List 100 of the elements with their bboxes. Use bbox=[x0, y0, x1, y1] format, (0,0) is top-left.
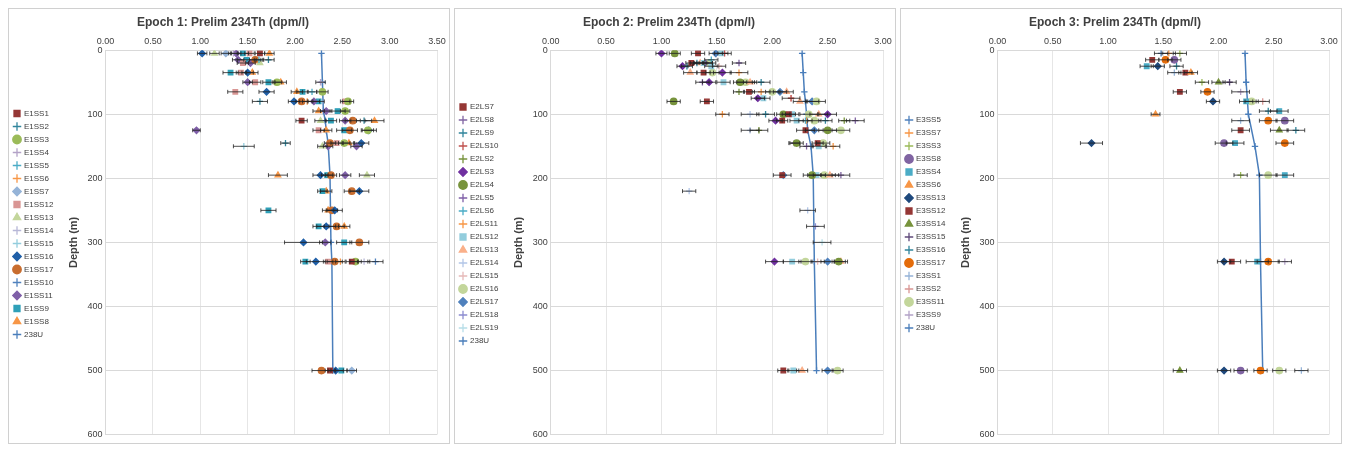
legend-label: E2LS11 bbox=[470, 219, 499, 229]
x-tick-label: 0.50 bbox=[1044, 36, 1062, 47]
legend-label: E1SS11 bbox=[24, 290, 54, 300]
x-tick-label: 2.00 bbox=[1209, 36, 1228, 47]
y-tick-label: 0 bbox=[97, 44, 103, 55]
legend-label: E1SS17 bbox=[24, 264, 54, 274]
legend-label: E1SS13 bbox=[24, 212, 54, 222]
x-tick-label: 2.00 bbox=[763, 36, 781, 47]
y-axis-title: Depth (m) bbox=[958, 216, 971, 269]
legend-label: E1SS4 bbox=[24, 147, 50, 157]
legend-label: E3SS8 bbox=[916, 154, 942, 164]
x-tick-label: 3.00 bbox=[874, 36, 892, 47]
x-tick-label: 3.50 bbox=[428, 36, 446, 47]
x-tick-label: 0.00 bbox=[96, 36, 115, 47]
legend-label: E3SS15 bbox=[916, 232, 946, 242]
y-tick-label: 0 bbox=[542, 44, 548, 55]
legend-label: E2LS8 bbox=[470, 115, 495, 125]
x-tick-label: 0.50 bbox=[597, 36, 615, 47]
legend-label: E2LS5 bbox=[470, 193, 495, 203]
legend-label: E1SS8 bbox=[24, 316, 50, 326]
y-axis-title: Depth (m) bbox=[66, 216, 79, 269]
legend-label: E2LS13 bbox=[470, 245, 500, 255]
legend-label: E2LS10 bbox=[470, 141, 500, 151]
legend-label: E2LS18 bbox=[470, 310, 500, 320]
y-tick-label: 0 bbox=[989, 44, 995, 55]
legend-label: E1SS9 bbox=[24, 303, 50, 313]
y-tick-label: 200 bbox=[87, 172, 103, 183]
x-tick-label: 2.50 bbox=[1265, 36, 1283, 47]
y-tick-label: 500 bbox=[979, 365, 995, 376]
chart-title: Epoch 3: Prelim 234Th (dpm/l) bbox=[1028, 14, 1202, 29]
legend-label: E3SS11 bbox=[916, 297, 946, 307]
y-tick-label: 200 bbox=[532, 172, 548, 183]
legend-label: E1SS15 bbox=[24, 238, 54, 248]
y-tick-label: 100 bbox=[87, 108, 103, 119]
legend-label: E1SS2 bbox=[24, 121, 50, 131]
x-tick-label: 1.00 bbox=[652, 36, 671, 47]
legend-label: E2LS7 bbox=[470, 102, 495, 112]
y-tick-label: 600 bbox=[532, 429, 548, 440]
legend-label: E1SS6 bbox=[24, 173, 50, 183]
legend-label: E3SS16 bbox=[916, 245, 946, 255]
legend-label: E3SS12 bbox=[916, 206, 946, 216]
legend-label: E2LS16 bbox=[470, 284, 500, 294]
y-tick-label: 300 bbox=[87, 236, 103, 247]
legend-label: 238U bbox=[916, 323, 936, 333]
chart-title: Epoch 1: Prelim 234Th (dpm/l) bbox=[136, 14, 310, 29]
legend-label: E3SS2 bbox=[916, 284, 942, 294]
y-tick-label: 400 bbox=[532, 300, 548, 311]
y-tick-label: 100 bbox=[979, 108, 995, 119]
legend-label: E2LS17 bbox=[470, 297, 500, 307]
y-axis-title: Depth (m) bbox=[512, 216, 525, 269]
legend-label: E1SS14 bbox=[24, 225, 54, 235]
chart-title: Epoch 2: Prelim 234Th (dpm/l) bbox=[582, 14, 756, 29]
x-tick-label: 0.00 bbox=[988, 36, 1007, 47]
x-tick-label: 1.50 bbox=[1154, 36, 1173, 47]
y-tick-label: 500 bbox=[532, 365, 548, 376]
y-tick-label: 200 bbox=[979, 172, 995, 183]
x-tick-label: 0.00 bbox=[541, 36, 560, 47]
x-tick-label: 2.00 bbox=[286, 36, 304, 47]
x-tick-label: 2.50 bbox=[818, 36, 837, 47]
y-tick-label: 400 bbox=[979, 300, 995, 311]
legend-label: E3SS17 bbox=[916, 258, 946, 268]
legend-label: E2LS2 bbox=[470, 154, 495, 164]
y-tick-label: 600 bbox=[87, 429, 103, 440]
y-tick-label: 100 bbox=[532, 108, 548, 119]
legend-label: E2LS19 bbox=[470, 323, 500, 333]
x-tick-label: 1.50 bbox=[708, 36, 726, 47]
y-tick-label: 600 bbox=[979, 429, 995, 440]
legend-label: E1SS12 bbox=[24, 199, 54, 209]
legend-label: E3SS6 bbox=[916, 180, 942, 190]
legend-label: E1SS5 bbox=[24, 160, 50, 170]
x-tick-label: 3.00 bbox=[380, 36, 399, 47]
legend-label: E1SS1 bbox=[24, 108, 50, 118]
legend-label: E2LS15 bbox=[470, 271, 500, 281]
legend-label: E3SS7 bbox=[916, 128, 942, 138]
legend-label: 238U bbox=[470, 336, 490, 346]
x-tick-label: 1.00 bbox=[191, 36, 210, 47]
legend-label: E1SS16 bbox=[24, 251, 54, 261]
legend-label: E2LS9 bbox=[470, 128, 495, 138]
legend-label: 238U bbox=[24, 329, 44, 339]
legend-label: E2LS6 bbox=[470, 206, 495, 216]
x-tick-label: 2.50 bbox=[333, 36, 352, 47]
legend-label: E2LS4 bbox=[470, 180, 495, 190]
legend-label: E3SS1 bbox=[916, 271, 942, 281]
legend-label: E1SS7 bbox=[24, 186, 50, 196]
x-tick-label: 1.50 bbox=[238, 36, 257, 47]
legend-label: E2LS14 bbox=[470, 258, 500, 268]
legend-label: E3SS3 bbox=[916, 141, 942, 151]
x-tick-label: 1.00 bbox=[1099, 36, 1117, 47]
legend-label: E3SS4 bbox=[916, 167, 942, 177]
legend-label: E3SS5 bbox=[916, 115, 942, 125]
y-tick-label: 400 bbox=[87, 300, 103, 311]
legend-label: E3SS9 bbox=[916, 310, 942, 320]
legend-label: E2LS12 bbox=[470, 232, 500, 242]
x-tick-label: 0.50 bbox=[144, 36, 162, 47]
legend-label: E3SS13 bbox=[916, 193, 946, 203]
legend-label: E2LS3 bbox=[470, 167, 495, 177]
legend-label: E3SS14 bbox=[916, 219, 946, 229]
y-tick-label: 300 bbox=[979, 236, 995, 247]
y-tick-label: 500 bbox=[87, 365, 103, 376]
legend-label: E1SS10 bbox=[24, 277, 54, 287]
